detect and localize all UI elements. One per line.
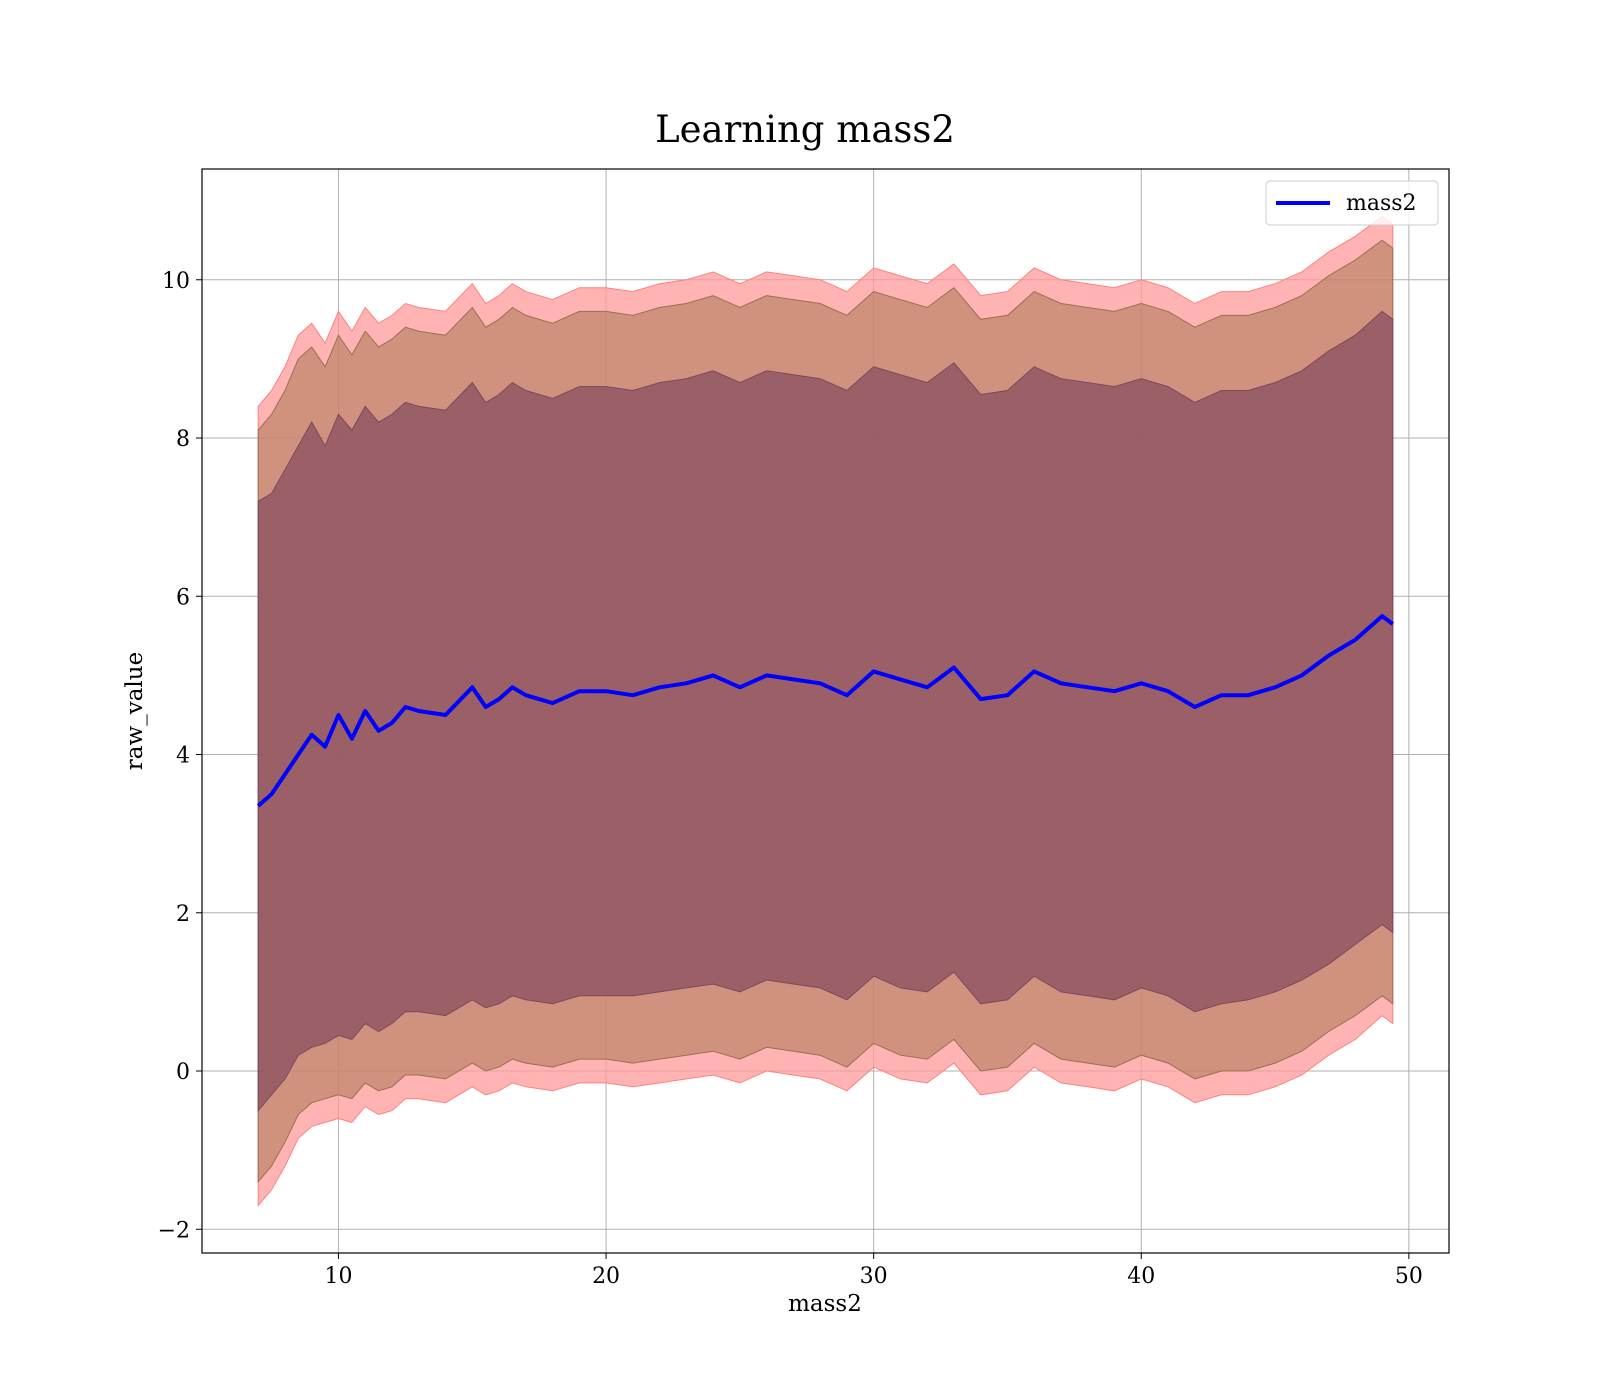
plot-frame xyxy=(201,168,1450,1254)
y-axis-ticks: −2 0 2 4 6 8 10 xyxy=(158,269,202,1243)
band-1sigma xyxy=(257,310,1394,1112)
x-axis-ticks: 10 20 30 40 50 xyxy=(324,1253,1423,1289)
y-tick-label: 4 xyxy=(176,744,190,769)
legend-entry-mass2: mass2 xyxy=(1346,191,1417,216)
series-line-mass2 xyxy=(256,614,1394,808)
x-tick-label: 40 xyxy=(1127,1264,1155,1289)
legend-box xyxy=(1265,180,1439,226)
y-tick-label: 8 xyxy=(176,427,190,452)
confidence-bands xyxy=(257,215,1394,1207)
x-tick-label: 50 xyxy=(1395,1264,1423,1289)
y-tick-label: 2 xyxy=(176,902,190,927)
x-tick-label: 30 xyxy=(860,1264,888,1289)
x-tick-label: 10 xyxy=(324,1264,352,1289)
legend: mass2 xyxy=(1265,180,1439,226)
x-axis-label: mass2 xyxy=(788,1291,862,1317)
y-tick-label: 6 xyxy=(176,585,190,610)
y-axis-label: raw_value xyxy=(122,652,148,770)
y-tick-label: −2 xyxy=(158,1218,190,1243)
y-tick-label: 10 xyxy=(162,269,190,294)
chart-title: Learning mass2 xyxy=(655,108,955,151)
y-tick-label: 0 xyxy=(176,1060,190,1085)
series-lines xyxy=(256,614,1394,808)
x-tick-label: 20 xyxy=(592,1264,620,1289)
